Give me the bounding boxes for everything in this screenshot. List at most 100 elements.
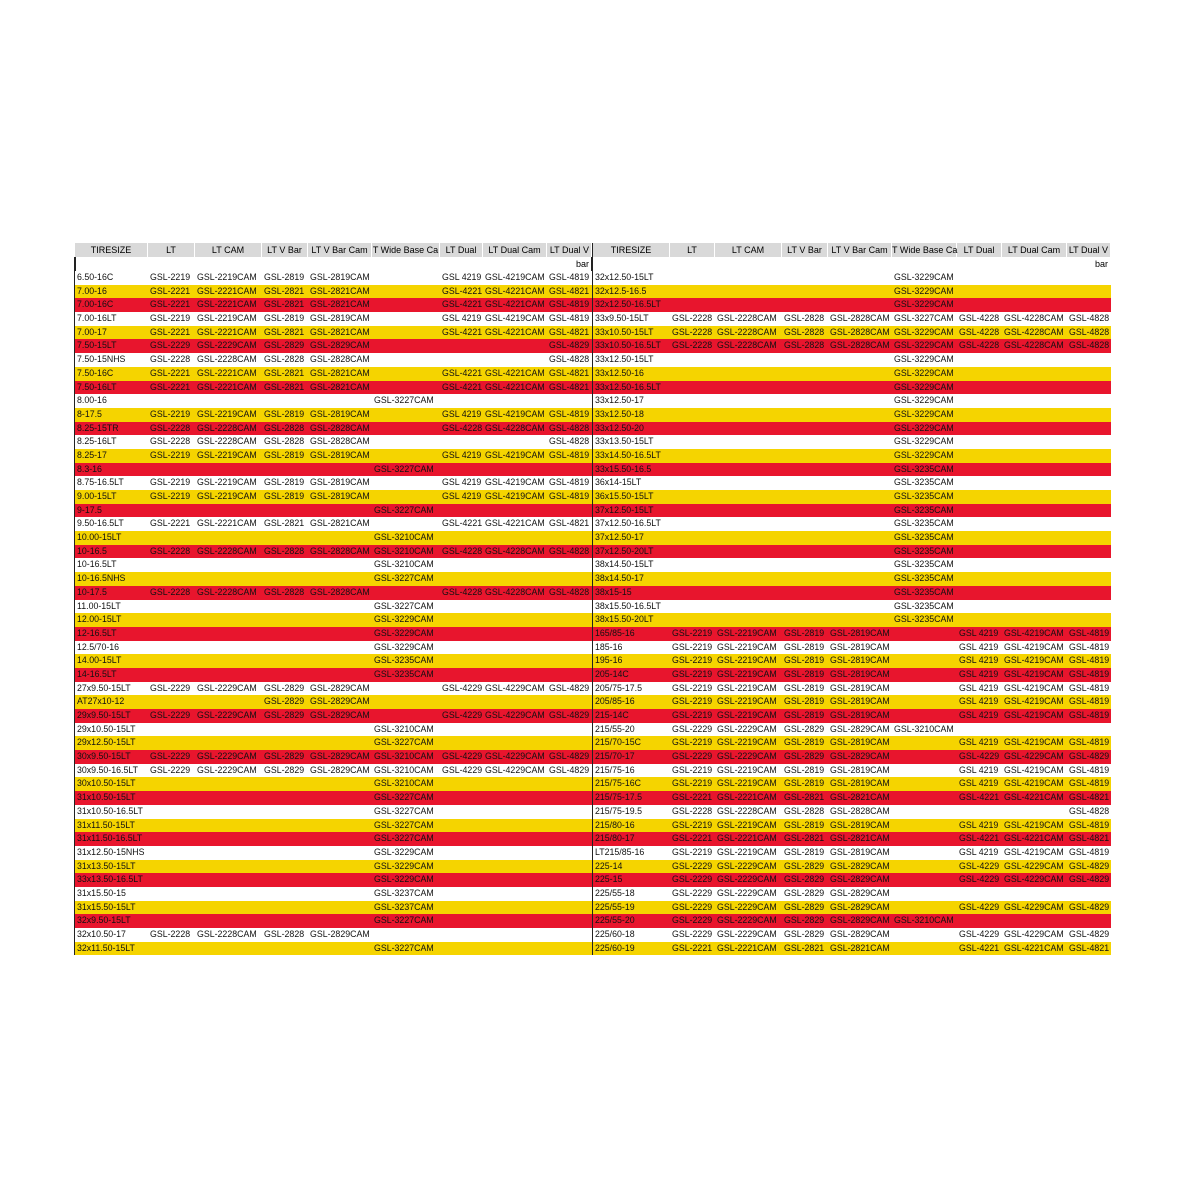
table-cell: 9-17.5	[77, 504, 102, 515]
table-cell	[957, 545, 1002, 559]
table-cell: GSL-2828CAM	[310, 545, 370, 556]
table-cell: GSL-2819	[784, 641, 825, 652]
table-cell	[372, 298, 440, 312]
table-cell	[715, 613, 782, 627]
table-cell	[1002, 914, 1067, 928]
table-cell: 215/80-16	[595, 819, 635, 830]
table-row: 31x13.50-15LT GSL-3229CAM	[75, 859, 592, 874]
table-cell: GSL-2828CAM	[310, 354, 370, 365]
table-cell	[1002, 504, 1067, 518]
table-cell: GSL-4219CAM	[1004, 627, 1064, 638]
table-cell	[892, 750, 957, 764]
table-cell	[308, 873, 372, 887]
table-cell: GSL-2828	[264, 354, 305, 365]
table-cell: 27x9.50-15LT	[77, 682, 131, 693]
table-cell: GSL-3235CAM	[894, 504, 954, 515]
table-cell: GSL-3235CAM	[374, 668, 434, 679]
table-cell	[782, 531, 828, 545]
table-cell: GSL-3229CAM	[894, 326, 954, 337]
table-cell: GSL-4829	[1069, 901, 1110, 912]
header-cell: T Wide Base Ca	[372, 243, 440, 257]
table-cell: GSL-4828	[1069, 313, 1110, 324]
table-cell	[782, 394, 828, 408]
table-cell: GSL-2228	[150, 422, 191, 433]
table-cell	[670, 435, 715, 449]
table-cell	[892, 736, 957, 750]
table-cell	[715, 381, 782, 395]
table-cell: 33x13.50-15LT	[595, 436, 654, 447]
table-cell: GSL-3237CAM	[374, 901, 434, 912]
table-row: 31x10.50-16.5LT GSL-3227CAM	[75, 804, 592, 819]
table-cell: GSL-4219CAM	[485, 272, 545, 282]
table-row: 14-16.5LT GSL-3235CAM	[75, 667, 592, 682]
table-cell	[440, 791, 483, 805]
table-cell	[308, 832, 372, 846]
table-cell	[308, 901, 372, 915]
left-border	[74, 257, 76, 955]
table-cell: GSL-2228	[672, 805, 713, 816]
table-cell: GSL-3210CAM	[374, 559, 434, 570]
table-cell	[372, 381, 440, 395]
table-cell: 33x12.50-18	[595, 408, 644, 419]
table-cell: GSL-3235CAM	[894, 477, 954, 488]
table-cell: GSL-2229	[672, 874, 713, 885]
table-cell: 215/75-17.5	[595, 792, 642, 803]
header-cell: LT CAM	[715, 243, 782, 257]
table-cell: GSL-2819	[264, 408, 305, 419]
table-cell: 215/55-20	[595, 723, 635, 734]
table-cell: GSL-4828	[549, 354, 590, 365]
table-cell: GSL-3235CAM	[894, 586, 954, 597]
table-cell	[195, 558, 262, 572]
table-cell: GSL-2829CAM	[310, 682, 370, 693]
table-cell	[483, 873, 547, 887]
table-cell: GSL-2829CAM	[310, 929, 370, 939]
table-cell: GSL-2829CAM	[310, 696, 370, 707]
table-cell: GSL-4229	[959, 751, 1000, 762]
table-cell	[262, 832, 308, 846]
table-cell: GSL-2819	[784, 710, 825, 720]
table-cell: GSL-2228	[672, 313, 713, 324]
table-cell: GSL-2821	[784, 792, 825, 803]
table-cell: GSL-2221	[150, 326, 191, 337]
table-cell: GSL-4829	[1069, 860, 1110, 871]
table-cell: GSL-2821CAM	[310, 285, 370, 296]
table-cell	[957, 887, 1002, 901]
table-cell: GSL-2221	[150, 381, 191, 392]
table-cell: GSL-4821	[1069, 792, 1110, 803]
table-cell	[195, 777, 262, 791]
table-cell	[1067, 394, 1111, 408]
table-cell: GSL 4219	[442, 449, 482, 460]
table-cell	[262, 736, 308, 750]
table-row: 11.00-15LT GSL-3227CAM	[75, 599, 592, 614]
table-row: 37x12.50-20LT GSL-3235CAM	[593, 544, 1111, 559]
table-cell: GSL-2229CAM	[717, 874, 777, 885]
table-cell	[372, 928, 440, 942]
table-cell: GSL-3210CAM	[894, 723, 954, 734]
table-cell	[1002, 887, 1067, 901]
table-cell: GSL-2819CAM	[310, 449, 370, 460]
table-cell: GSL-4829	[549, 710, 590, 720]
table-cell	[148, 600, 195, 614]
table-cell: GSL-2829CAM	[310, 340, 370, 351]
table-cell	[262, 777, 308, 791]
table-cell: GSL-2828CAM	[310, 436, 370, 447]
table-cell: 32x12.5-16.5	[595, 285, 647, 296]
table-cell	[782, 435, 828, 449]
table-cell: GSL-3235CAM	[894, 545, 954, 556]
table-cell	[195, 791, 262, 805]
table-cell: GSL-2828	[264, 422, 305, 433]
table-cell: GSL-4219CAM	[485, 313, 545, 324]
table-cell: GSL-4228	[442, 545, 483, 556]
table-cell: 215/70-17	[595, 751, 635, 762]
table-cell: GSL-4228CAM	[485, 545, 545, 556]
table-cell	[308, 887, 372, 901]
table-cell: GSL-2228CAM	[717, 326, 777, 337]
table-cell	[483, 504, 547, 518]
table-cell: GSL-3227CAM	[374, 463, 434, 474]
table-cell: 215-14C	[595, 710, 629, 720]
table-cell	[262, 723, 308, 737]
table-cell	[957, 381, 1002, 395]
table-cell	[782, 517, 828, 531]
table-cell: GSL-4221	[442, 367, 483, 378]
table-cell	[670, 394, 715, 408]
